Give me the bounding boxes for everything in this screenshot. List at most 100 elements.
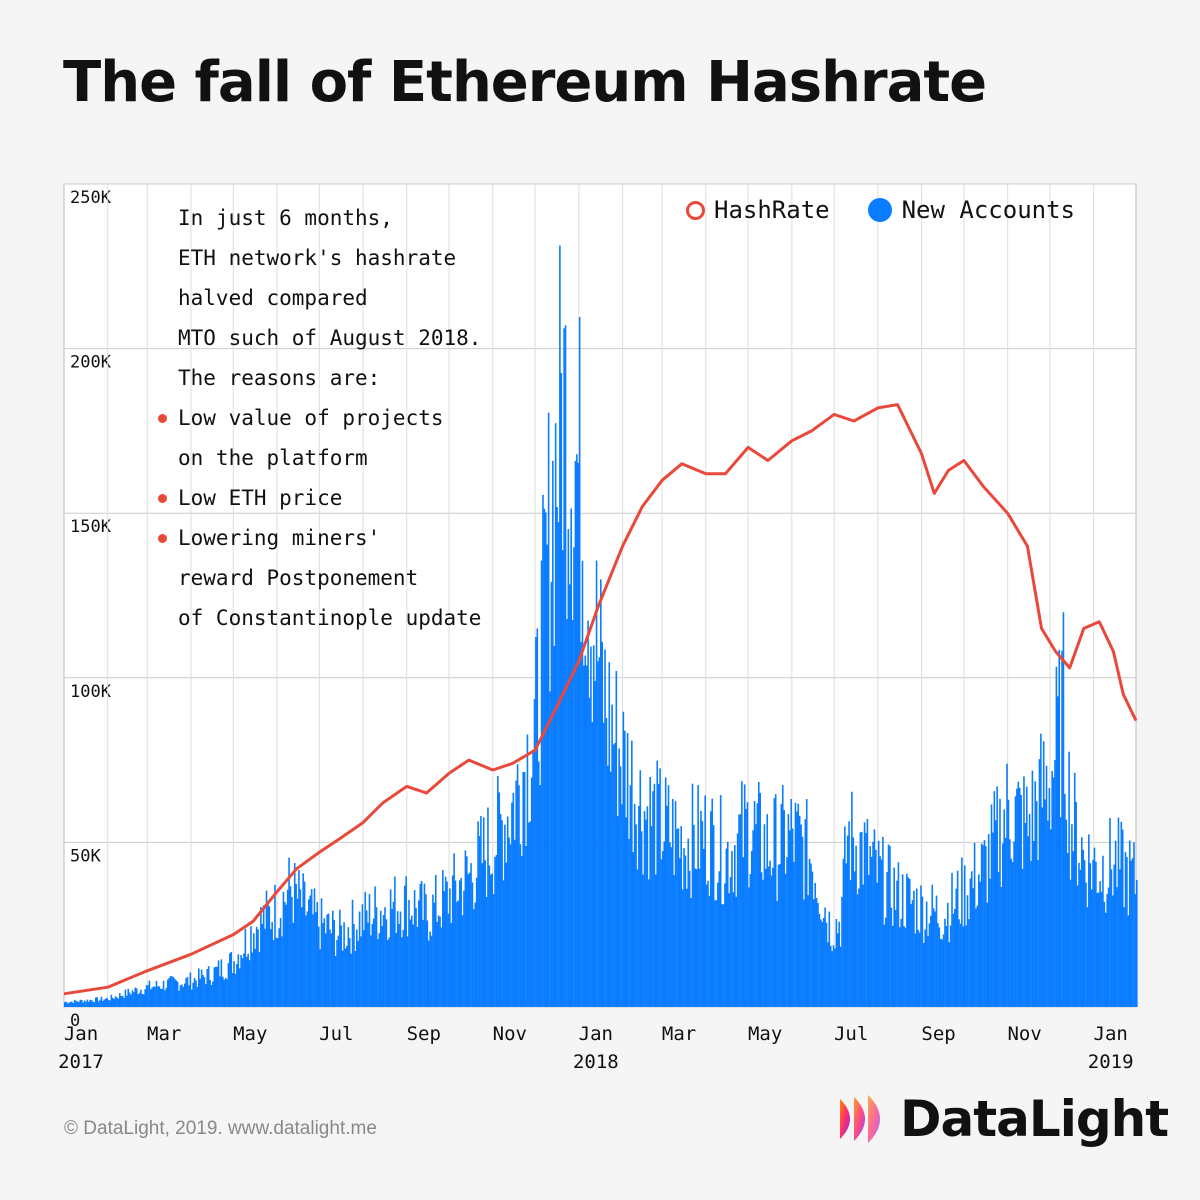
x-tick-label: May bbox=[233, 1023, 267, 1045]
accounts-bar bbox=[1057, 696, 1059, 1007]
accounts-bar bbox=[240, 954, 242, 1007]
accounts-bar bbox=[284, 901, 286, 1007]
accounts-bar bbox=[855, 845, 857, 1007]
accounts-bar bbox=[581, 560, 584, 1007]
accounts-bar bbox=[814, 882, 816, 1007]
accounts-bar bbox=[945, 925, 948, 1007]
accounts-bar bbox=[175, 980, 178, 1007]
accounts-bar bbox=[255, 926, 258, 1007]
accounts-bar bbox=[196, 986, 199, 1007]
accounts-bar bbox=[333, 920, 336, 1007]
accounts-bar bbox=[130, 994, 132, 1007]
accounts-bar bbox=[97, 1001, 100, 1007]
accounts-bar bbox=[327, 913, 330, 1007]
accounts-bar bbox=[952, 913, 955, 1007]
accounts-bar bbox=[851, 791, 853, 1007]
annotation-text: Lowering miners' bbox=[178, 526, 381, 550]
accounts-bar bbox=[253, 933, 255, 1007]
accounts-bar bbox=[1037, 860, 1039, 1007]
accounts-bar bbox=[815, 897, 818, 1007]
accounts-bar bbox=[305, 915, 307, 1007]
accounts-bar bbox=[223, 979, 225, 1007]
accounts-bar bbox=[236, 964, 238, 1007]
accounts-bar bbox=[1024, 822, 1027, 1007]
accounts-bar bbox=[1030, 860, 1032, 1007]
accounts-bar bbox=[913, 890, 915, 1007]
annotation-line: halved compared bbox=[178, 278, 538, 318]
accounts-bar bbox=[805, 799, 808, 1007]
x-tick-label: Jul bbox=[319, 1023, 353, 1045]
accounts-bar bbox=[992, 832, 994, 1007]
accounts-bar bbox=[956, 870, 959, 1007]
accounts-bar bbox=[876, 882, 879, 1007]
accounts-bar bbox=[276, 938, 279, 1007]
accounts-bar bbox=[516, 764, 519, 1007]
accounts-bar bbox=[571, 620, 574, 1007]
accounts-bar bbox=[1021, 868, 1024, 1007]
accounts-bar bbox=[1049, 829, 1052, 1007]
accounts-bar bbox=[457, 900, 460, 1007]
accounts-bar bbox=[90, 1000, 93, 1007]
accounts-bar bbox=[591, 722, 594, 1007]
accounts-bar bbox=[810, 863, 812, 1007]
accounts-bar bbox=[168, 977, 170, 1007]
accounts-bar bbox=[275, 937, 278, 1007]
accounts-bar bbox=[133, 992, 135, 1007]
accounts-bar bbox=[150, 989, 152, 1007]
accounts-bar bbox=[178, 990, 180, 1007]
x-tick-label: Nov bbox=[493, 1023, 527, 1045]
accounts-bar bbox=[1007, 799, 1010, 1007]
accounts-bar bbox=[169, 975, 172, 1007]
accounts-bar bbox=[686, 888, 688, 1007]
accounts-bar bbox=[635, 824, 637, 1007]
accounts-bar bbox=[229, 953, 231, 1007]
accounts-bar bbox=[1078, 862, 1080, 1007]
accounts-bar bbox=[473, 909, 475, 1007]
accounts-bar bbox=[1106, 893, 1108, 1007]
x-tick-label: Sep bbox=[407, 1023, 441, 1045]
accounts-bar bbox=[241, 958, 244, 1007]
accounts-bar bbox=[532, 749, 534, 1007]
accounts-bar bbox=[444, 876, 447, 1007]
accounts-bar bbox=[756, 803, 759, 1007]
accounts-bar bbox=[261, 923, 264, 1007]
accounts-bar bbox=[734, 845, 736, 1007]
accounts-bar bbox=[192, 982, 194, 1007]
accounts-bar bbox=[559, 245, 561, 1007]
accounts-bar bbox=[1020, 795, 1022, 1007]
accounts-bar bbox=[92, 1001, 94, 1007]
accounts-bar bbox=[526, 734, 529, 1007]
accounts-bar bbox=[798, 815, 801, 1007]
accounts-bar bbox=[932, 908, 935, 1007]
accounts-bar bbox=[838, 921, 840, 1007]
accounts-bar bbox=[1114, 840, 1117, 1007]
accounts-bar bbox=[164, 990, 166, 1007]
accounts-bar bbox=[753, 800, 756, 1007]
accounts-bar bbox=[801, 836, 804, 1007]
accounts-bar bbox=[265, 890, 268, 1007]
accounts-bar bbox=[975, 908, 977, 1007]
accounts-bar bbox=[487, 807, 489, 1007]
accounts-bar bbox=[542, 494, 544, 1007]
accounts-bar bbox=[824, 907, 826, 1007]
accounts-bar bbox=[396, 911, 399, 1007]
accounts-bar bbox=[1017, 781, 1020, 1007]
accounts-bar bbox=[835, 919, 838, 1007]
accounts-bar bbox=[710, 811, 712, 1007]
accounts-bar bbox=[300, 907, 303, 1007]
accounts-bar bbox=[126, 995, 128, 1007]
accounts-bar bbox=[453, 853, 455, 1007]
accounts-bar bbox=[293, 862, 296, 1007]
accounts-bar bbox=[303, 881, 306, 1007]
accounts-bar bbox=[339, 909, 341, 1007]
accounts-bar bbox=[385, 919, 388, 1007]
accounts-bar bbox=[154, 986, 156, 1007]
accounts-bar bbox=[344, 948, 347, 1007]
accounts-bar bbox=[120, 996, 123, 1007]
accounts-bar bbox=[755, 824, 757, 1007]
accounts-bar bbox=[543, 508, 546, 1007]
accounts-bar bbox=[763, 824, 766, 1007]
accounts-bar bbox=[489, 874, 492, 1007]
accounts-bar bbox=[206, 969, 209, 1007]
accounts-bar bbox=[1013, 841, 1015, 1007]
